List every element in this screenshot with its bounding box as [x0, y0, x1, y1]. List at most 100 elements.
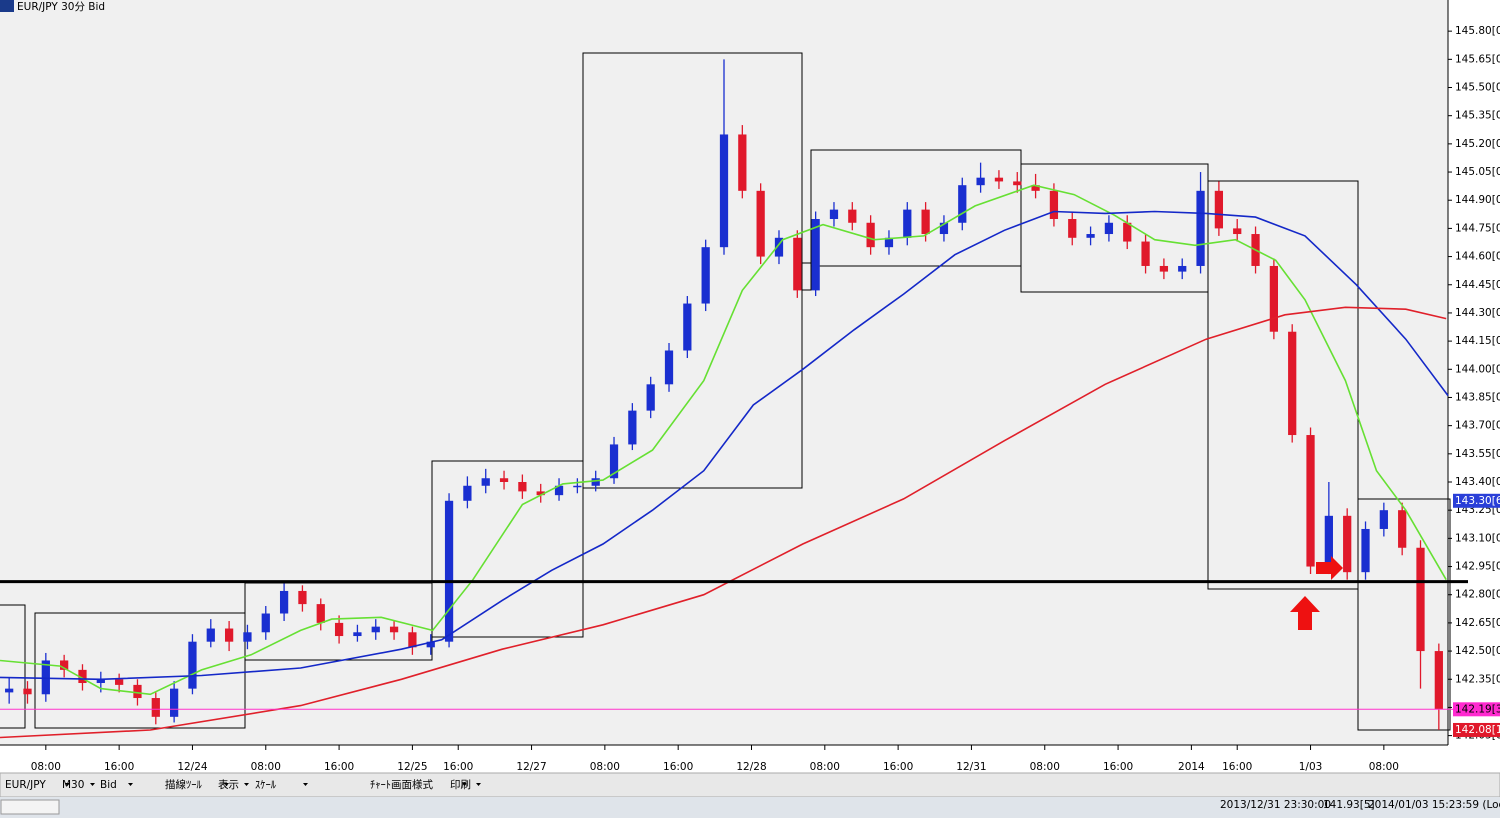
- arrow-up: [1290, 596, 1320, 630]
- candle-body: [994, 177, 1004, 182]
- range-box: [1207, 180, 1359, 590]
- x-tick-label: 08:00: [590, 761, 620, 773]
- candle-body: [206, 628, 215, 642]
- candle-body: [279, 590, 289, 614]
- candle-body: [23, 688, 32, 695]
- range-box: [34, 612, 246, 729]
- candle-body: [481, 478, 490, 486]
- candle-body: [1269, 265, 1278, 332]
- y-tick-label: 145.80[0]: [1455, 25, 1500, 37]
- candle-body: [1214, 190, 1224, 229]
- y-tick-label: 142.35[0]: [1455, 673, 1500, 685]
- candle-body: [1031, 185, 1040, 191]
- candle-body: [1049, 190, 1059, 220]
- candle-body: [829, 209, 839, 220]
- price-tag: [1453, 702, 1500, 717]
- candle-body: [316, 604, 325, 623]
- candle-body: [554, 485, 564, 496]
- y-tick-label: 145.20[0]: [1455, 138, 1500, 150]
- y-tick-label: 144.15[0]: [1455, 335, 1500, 347]
- y-tick-label: 143.40[0]: [1455, 476, 1500, 488]
- candle-body: [1361, 528, 1370, 573]
- candle-body: [518, 482, 527, 492]
- candle-body: [939, 222, 949, 235]
- y-tick-label: 144.90[0]: [1455, 194, 1500, 206]
- candle-body: [811, 219, 820, 291]
- candle-body: [499, 478, 509, 483]
- moving-average-line: [0, 210, 1449, 681]
- toolbar-button[interactable]: 印刷: [450, 778, 471, 791]
- candle-body: [719, 134, 729, 248]
- x-tick-label: 12/27: [516, 761, 546, 773]
- toolbar-button[interactable]: 表示: [218, 778, 239, 791]
- candle-body: [1141, 241, 1150, 266]
- dropdown-arrow[interactable]: [462, 783, 467, 786]
- moving-average-line: [0, 184, 1447, 696]
- dropdown-arrow[interactable]: [128, 783, 133, 786]
- candle-body: [1013, 181, 1022, 186]
- y-tick-label: 144.75[0]: [1455, 222, 1500, 234]
- candle-body: [921, 209, 930, 235]
- candle-body: [793, 237, 802, 291]
- dropdown-arrow[interactable]: [90, 783, 95, 786]
- x-tick-label: 2014: [1178, 761, 1205, 773]
- candle-body: [1178, 265, 1187, 272]
- y-tick-label: 143.85[0]: [1455, 391, 1500, 403]
- y-tick-label: 142.50[0]: [1455, 645, 1500, 657]
- toolbar-items: EUR/JPY M30 Bid 描線ﾂｰﾙ 表示 ｽｹｰﾙ ﾁｬｰﾄ画面様式 印刷: [5, 778, 481, 791]
- range-box: [0, 604, 26, 729]
- candle-body: [1379, 510, 1388, 529]
- candle-body: [774, 237, 784, 257]
- x-tick-label: 08:00: [251, 761, 281, 773]
- dropdown-arrow[interactable]: [244, 783, 249, 786]
- toolbar-button[interactable]: ﾁｬｰﾄ画面様式: [370, 778, 433, 791]
- x-tick-label: 12/31: [956, 761, 986, 773]
- x-tick-label: 12/24: [177, 761, 208, 773]
- x-tick-label: 12/25: [397, 761, 427, 773]
- candle-body: [701, 247, 710, 304]
- range-box: [431, 460, 584, 638]
- x-tick-label: 08:00: [810, 761, 840, 773]
- y-tick-label: 144.30[0]: [1455, 307, 1500, 319]
- x-tick-label: 16:00: [324, 761, 354, 773]
- candle-body: [243, 632, 252, 642]
- moving-average-line: [0, 306, 1447, 739]
- dropdown-arrow[interactable]: [476, 783, 481, 786]
- time-axis-panel: [0, 745, 1500, 773]
- candle-body: [536, 491, 545, 496]
- candle-body: [1398, 510, 1407, 548]
- y-tick-label: 142.95[0]: [1455, 561, 1500, 573]
- price-tag-label: 142.19[3: [1455, 703, 1500, 715]
- candle-body: [353, 632, 362, 637]
- toolbar-button[interactable]: ｽｹｰﾙ: [255, 779, 277, 791]
- candle-body: [1233, 228, 1242, 235]
- scrollbar[interactable]: [0, 799, 60, 815]
- candle-body: [756, 190, 765, 257]
- dropdown-arrow[interactable]: [65, 783, 70, 786]
- candle-body: [60, 660, 69, 670]
- toolbar-button[interactable]: EUR/JPY: [5, 779, 46, 791]
- status-text: 141.93[5]: [1323, 799, 1375, 811]
- dropdown-arrow[interactable]: [224, 783, 229, 786]
- candle-body: [115, 679, 124, 685]
- candle-body: [426, 641, 435, 648]
- dropdown-arrow[interactable]: [303, 783, 308, 786]
- x-tick-label: 16:00: [443, 761, 473, 773]
- range-box: [1357, 498, 1451, 731]
- candle-body: [958, 185, 967, 223]
- candle-body: [1416, 547, 1425, 652]
- price-tag: [1453, 722, 1500, 737]
- y-tick-label: 144.00[0]: [1455, 363, 1500, 375]
- toolbar-button[interactable]: Bid: [100, 779, 117, 791]
- y-tick-label: 143.10[0]: [1455, 532, 1500, 544]
- candle-body: [298, 590, 307, 605]
- candle-body: [866, 222, 875, 248]
- candle-body: [848, 209, 857, 223]
- candle-body: [738, 134, 747, 191]
- price-axis-panel: [1448, 0, 1500, 745]
- toolbar-button[interactable]: M30: [62, 779, 84, 791]
- x-tick-label: 16:00: [1103, 761, 1133, 773]
- toolbar-button[interactable]: 描線ﾂｰﾙ: [165, 778, 202, 791]
- candle-body: [334, 622, 344, 637]
